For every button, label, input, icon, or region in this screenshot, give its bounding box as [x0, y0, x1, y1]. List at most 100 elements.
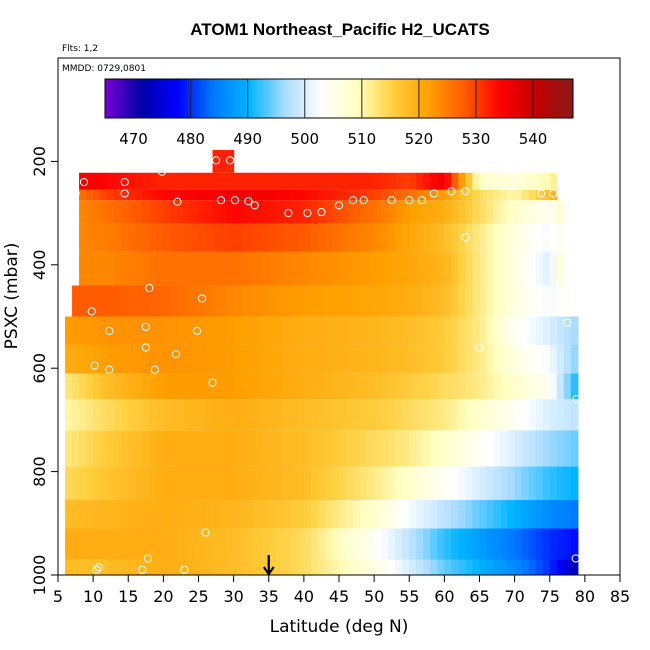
heatmap-cell — [310, 559, 319, 575]
x-tick-label: 35 — [259, 587, 279, 606]
heatmap-cell — [261, 559, 270, 575]
heatmap-cell — [493, 344, 502, 374]
heatmap-cell — [507, 200, 516, 224]
heatmap-cell — [388, 430, 396, 467]
heatmap-cell — [163, 316, 172, 345]
heatmap-cell — [121, 344, 129, 374]
observation-point — [507, 322, 516, 331]
heatmap-cell — [135, 528, 143, 560]
heatmap-cell — [198, 430, 207, 467]
observation-point — [540, 229, 549, 238]
heatmap-cell — [423, 344, 431, 374]
heatmap-cell — [93, 200, 101, 224]
heatmap-cell — [310, 466, 319, 501]
heatmap-cell — [177, 528, 186, 560]
heatmap-cell — [219, 500, 228, 529]
heatmap-cell — [521, 528, 530, 560]
heatmap-cell — [374, 399, 382, 431]
heatmap-cell — [493, 316, 502, 345]
heatmap-cell — [367, 528, 375, 560]
heatmap-cell — [535, 500, 544, 529]
heatmap-cell — [79, 373, 87, 400]
heatmap-cell — [296, 172, 305, 190]
x-axis: 5 10 15 20 25 30 35 40 45 50 55 60 65 70 75 80 85 — [53, 575, 630, 606]
heatmap-cell — [219, 344, 228, 374]
heatmap-cell — [72, 344, 80, 374]
heatmap-cell — [339, 344, 347, 374]
x-tick-label: 10 — [83, 587, 103, 606]
heatmap-cell — [479, 344, 488, 374]
heatmap-cell — [444, 559, 452, 575]
heatmap-cell — [149, 189, 157, 201]
heatmap-cell — [184, 189, 193, 201]
heatmap-cell — [177, 399, 186, 431]
heatmap-cell — [100, 172, 108, 190]
heatmap-cell — [233, 373, 242, 400]
heatmap-cell — [535, 285, 544, 317]
heatmap-cell — [381, 399, 389, 431]
heatmap-cell — [170, 528, 179, 560]
x-axis-label: Latitude (deg N) — [270, 617, 409, 637]
heatmap-cell — [107, 200, 115, 224]
heatmap-cell — [261, 430, 270, 467]
heatmap-cell — [226, 430, 235, 467]
heatmap-cell — [542, 344, 551, 374]
heatmap-cell — [331, 172, 340, 190]
x-tick-label: 20 — [153, 587, 173, 606]
heatmap-cell — [163, 500, 172, 529]
heatmap-cell — [198, 466, 207, 501]
heatmap-cell — [542, 316, 551, 345]
heatmap-cell — [79, 251, 87, 286]
heatmap-cell — [535, 430, 544, 467]
heatmap-cell — [500, 251, 509, 286]
heatmap-cell — [388, 251, 396, 286]
heatmap-cell — [177, 189, 186, 201]
heatmap-cell — [310, 223, 319, 252]
observation-point — [348, 196, 358, 205]
heatmap-cell — [79, 500, 87, 529]
heatmap-cell — [233, 223, 242, 252]
heatmap-cell — [296, 200, 305, 224]
heatmap-cell — [128, 559, 136, 575]
heatmap-cell — [493, 500, 502, 529]
heatmap-cell — [93, 559, 101, 575]
heatmap-cell — [100, 399, 108, 431]
heatmap-cell — [437, 373, 445, 400]
heatmap-cell — [254, 430, 263, 467]
heatmap-cell — [310, 500, 319, 529]
heatmap-cell — [100, 559, 108, 575]
observation-point — [141, 322, 150, 331]
heatmap-cell — [339, 200, 347, 224]
heatmap-cell — [430, 373, 438, 400]
heatmap-cell — [268, 399, 277, 431]
heatmap-cell — [198, 528, 207, 560]
heatmap-cell — [514, 399, 523, 431]
heatmap-cell — [156, 500, 164, 529]
observation-point — [79, 177, 89, 187]
heatmap-cell — [247, 316, 256, 345]
heatmap-cell — [100, 189, 108, 201]
heatmap-cell — [100, 200, 108, 224]
heatmap-cell — [331, 344, 340, 374]
heatmap-cell — [303, 316, 312, 345]
heatmap-cell — [226, 373, 235, 400]
heatmap-cell — [121, 373, 129, 400]
heatmap-cell — [465, 285, 474, 317]
heatmap-cell — [191, 430, 200, 467]
heatmap-cell — [514, 373, 523, 400]
heatmap-cell — [289, 559, 298, 575]
observation-point — [475, 343, 484, 352]
heatmap-cell — [261, 344, 270, 374]
heatmap-cell — [339, 399, 347, 431]
heatmap-cell — [191, 399, 200, 431]
heatmap-cell — [409, 373, 417, 400]
observation-point — [230, 196, 240, 205]
heatmap-cell — [381, 172, 389, 190]
heatmap-cell — [184, 316, 193, 345]
heatmap-cell — [275, 373, 284, 400]
heatmap-cell — [416, 189, 424, 201]
heatmap-cell — [395, 316, 403, 345]
heatmap-cell — [374, 559, 382, 575]
heatmap-cell — [86, 373, 94, 400]
heatmap-cell — [149, 200, 157, 224]
